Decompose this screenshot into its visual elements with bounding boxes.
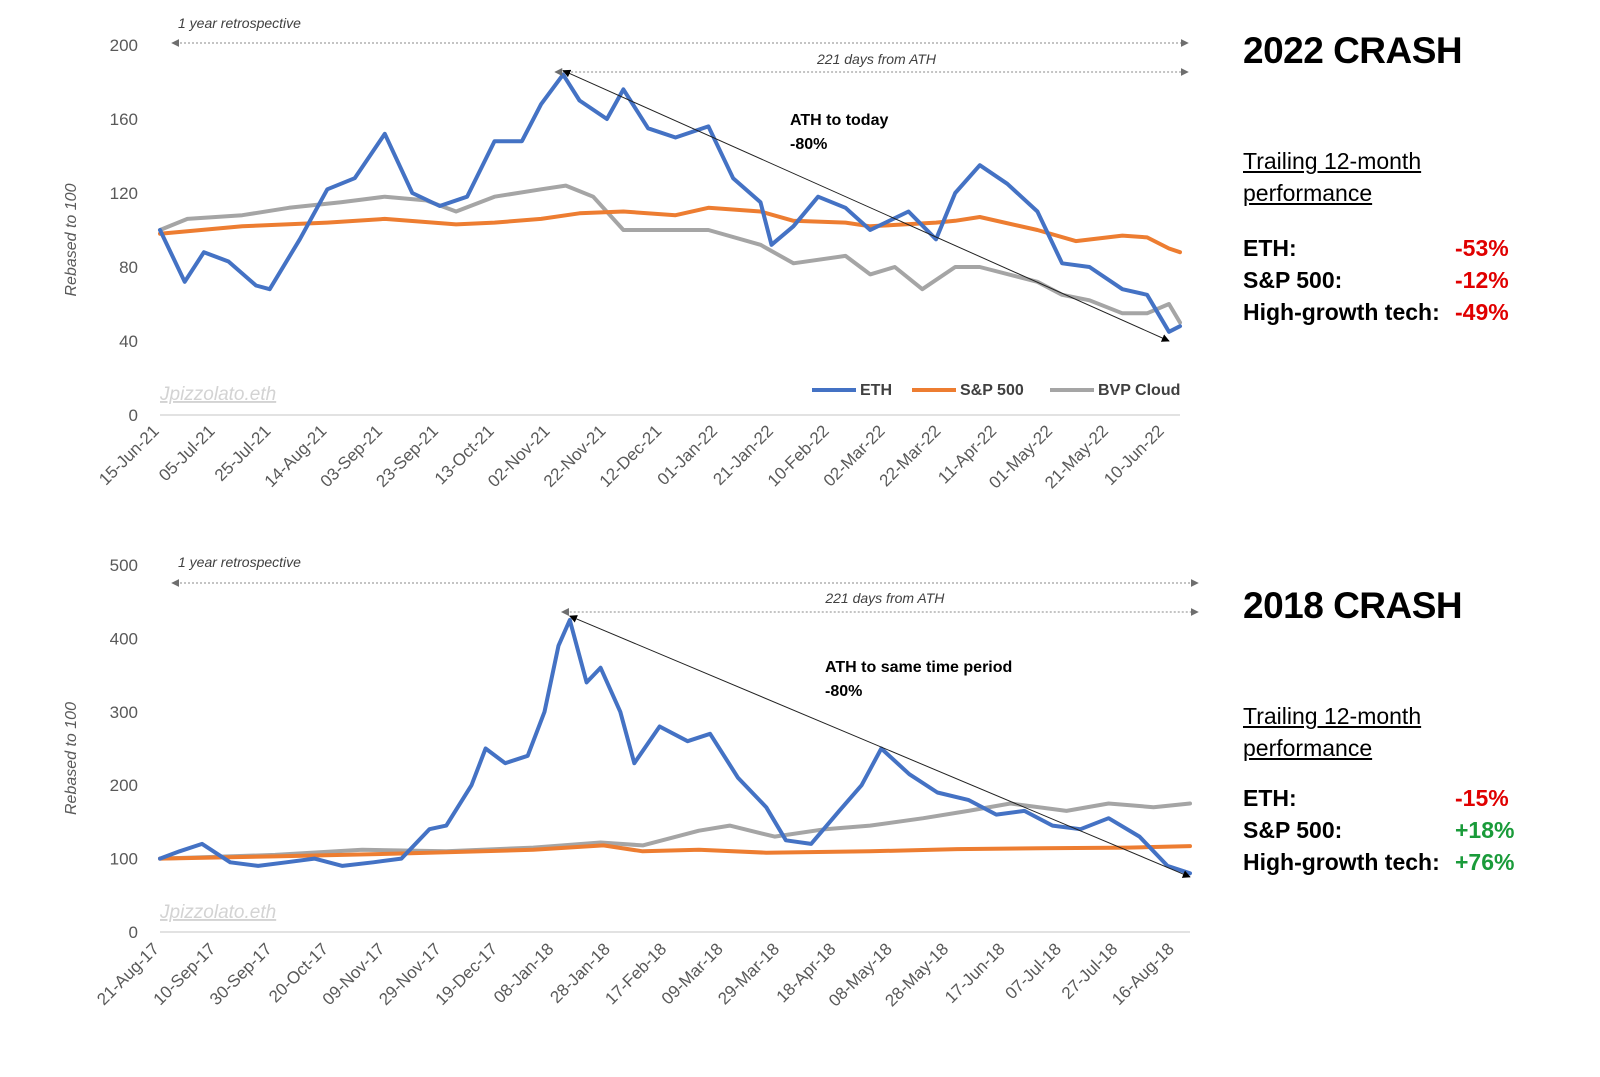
ath-annotation-title: ATH to same time period bbox=[825, 659, 1012, 676]
perf-heading-line1: Trailing 12-month bbox=[1243, 703, 1422, 729]
perf-heading-line1: Trailing 12-month bbox=[1243, 148, 1422, 174]
perf-row-sp500: S&P 500: -12% bbox=[1243, 264, 1533, 296]
ath-annotation-title: ATH to today bbox=[790, 112, 888, 129]
y-tick-label: 40 bbox=[119, 332, 138, 351]
chart-0: 0 40 80 120 160 200 Rebased to 100 15-Jun-2105-… bbox=[63, 15, 1189, 492]
perf-value: -15% bbox=[1455, 785, 1509, 811]
perf-row-sp500: S&P 500: +18% bbox=[1243, 814, 1533, 846]
perf-value: -49% bbox=[1455, 299, 1509, 325]
perf-label: High-growth tech: bbox=[1243, 299, 1440, 325]
y-tick-label: 100 bbox=[110, 850, 138, 869]
perf-row-hgt: High-growth tech: +76% bbox=[1243, 846, 1533, 878]
legend-label: S&P 500 bbox=[960, 382, 1024, 399]
perf-label: ETH: bbox=[1243, 785, 1297, 811]
y-tick-label: 0 bbox=[129, 923, 138, 942]
crash-title-2022: 2022 CRASH bbox=[1243, 30, 1463, 71]
perf-label: S&P 500: bbox=[1243, 817, 1343, 843]
y-tick-label: 400 bbox=[110, 629, 138, 648]
retrospective-label: 1 year retrospective bbox=[178, 15, 301, 31]
perf-value: +18% bbox=[1455, 817, 1515, 843]
y-tick-label: 0 bbox=[129, 406, 138, 425]
ath-annotation-value: -80% bbox=[790, 136, 827, 153]
legend-label: ETH bbox=[860, 382, 892, 399]
x-tick-label: 17-Jun-18 bbox=[941, 939, 1009, 1007]
days-from-ath-label: 221 days from ATH bbox=[816, 51, 937, 67]
perf-label: High-growth tech: bbox=[1243, 849, 1440, 875]
x-tick-label: 05-Jul-21 bbox=[155, 421, 219, 485]
y-tick-label: 500 bbox=[110, 556, 138, 575]
y-tick-label: 120 bbox=[110, 184, 138, 203]
perf-label: ETH: bbox=[1243, 235, 1297, 261]
watermark: Jpizzolato.eth bbox=[159, 384, 276, 405]
perf-row-eth: ETH: -53% bbox=[1243, 232, 1533, 264]
perf-heading-2018: Trailing 12-month performance bbox=[1243, 700, 1421, 764]
x-tick-label: 19-Dec-17 bbox=[432, 939, 502, 1009]
y-axis-label: Rebased to 100 bbox=[63, 183, 80, 296]
perf-heading-2022: Trailing 12-month performance bbox=[1243, 145, 1421, 209]
y-tick-label: 80 bbox=[119, 258, 138, 277]
ath-trend-line bbox=[562, 69, 1170, 342]
ath-annotation-value: -80% bbox=[825, 683, 862, 700]
panel-2018: 2018 CRASH Trailing 12-month performance… bbox=[1243, 585, 1573, 905]
x-tick-label: 08-Jan-18 bbox=[490, 939, 558, 1007]
ath-trend-line bbox=[569, 615, 1191, 878]
days-from-ath-label: 221 days from ATH bbox=[824, 590, 945, 606]
x-tick-label: 16-Aug-18 bbox=[1108, 939, 1178, 1009]
perf-value: +76% bbox=[1455, 849, 1515, 875]
perf-label: S&P 500: bbox=[1243, 267, 1343, 293]
watermark: Jpizzolato.eth bbox=[159, 902, 276, 923]
y-tick-label: 200 bbox=[110, 36, 138, 55]
series-line-bvp-cloud bbox=[158, 183, 1182, 325]
x-tick-label: 30-Sep-17 bbox=[206, 939, 276, 1009]
x-tick-label: 22-Mar-22 bbox=[876, 421, 945, 490]
legend-label: BVP Cloud bbox=[1098, 382, 1180, 399]
panel-2022: 2022 CRASH Trailing 12-month performance… bbox=[1243, 30, 1573, 350]
perf-heading-line2: performance bbox=[1243, 735, 1373, 761]
perf-row-hgt: High-growth tech: -49% bbox=[1243, 296, 1533, 328]
perf-row-eth: ETH: -15% bbox=[1243, 782, 1533, 814]
crash-title-2018: 2018 CRASH bbox=[1243, 585, 1463, 626]
x-tick-label: 10-Jun-22 bbox=[1100, 421, 1168, 489]
x-tick-label: 29-Mar-18 bbox=[714, 939, 783, 1008]
x-tick-label: 07-Jul-18 bbox=[1001, 939, 1065, 1003]
retrospective-label: 1 year retrospective bbox=[178, 554, 301, 570]
y-axis-label: Rebased to 100 bbox=[63, 702, 80, 815]
legend: ETH S&P 500 BVP Cloud bbox=[812, 382, 1180, 399]
perf-heading-line2: performance bbox=[1243, 180, 1373, 206]
y-tick-label: 300 bbox=[110, 703, 138, 722]
y-tick-label: 200 bbox=[110, 776, 138, 795]
y-tick-label: 160 bbox=[110, 110, 138, 129]
perf-value: -53% bbox=[1455, 235, 1509, 261]
x-tick-label: 15-Jun-21 bbox=[95, 421, 163, 489]
series-line-eth bbox=[158, 72, 1182, 334]
x-tick-label: 01-Jan-22 bbox=[654, 421, 722, 489]
perf-value: -12% bbox=[1455, 267, 1509, 293]
